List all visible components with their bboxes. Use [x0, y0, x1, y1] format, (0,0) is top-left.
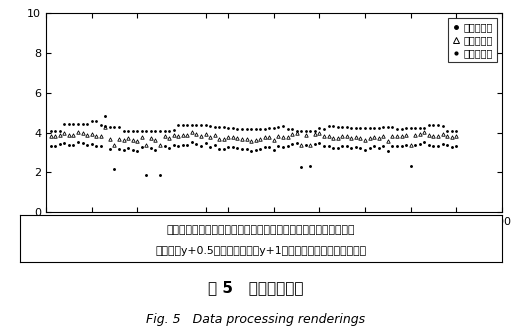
均値滤波后 — [48, 129, 54, 133]
原始边界点 — [107, 147, 113, 151]
均値滤波后 — [107, 125, 113, 129]
原始边界点 — [102, 114, 109, 118]
Line: 阈値处理后: 阈値处理后 — [49, 125, 458, 146]
Legend: 原始边界点, 阈値处理后, 均値滤波后: 原始边界点, 阈値处理后, 均値滤波后 — [448, 18, 497, 62]
阈値处理后 — [339, 134, 345, 138]
原始边界点 — [48, 144, 54, 148]
原始边界点 — [394, 144, 400, 148]
均値滤波后 — [89, 119, 95, 123]
阈値处理后 — [444, 134, 450, 138]
阈値处理后 — [394, 134, 400, 138]
阈値处理后 — [453, 135, 459, 139]
均値滤波后 — [389, 125, 395, 129]
均値滤波后 — [175, 123, 181, 127]
阈値处理后 — [180, 133, 186, 137]
原始边界点 — [444, 144, 450, 148]
原始边界点 — [453, 144, 459, 148]
Text: 处理后给y+0.5，均値滤波后给y+1，这样可直观看清楚处理效果: 处理后给y+0.5，均値滤波后给y+1，这样可直观看清楚处理效果 — [156, 245, 367, 256]
均値滤波后 — [453, 129, 459, 133]
原始边界点 — [339, 144, 345, 148]
原始边界点 — [143, 173, 150, 177]
阈値处理后 — [403, 133, 409, 137]
阈値处理后 — [112, 143, 118, 147]
Text: Fig. 5   Data processing renderings: Fig. 5 Data processing renderings — [146, 313, 366, 326]
原始边界点 — [180, 143, 186, 147]
Text: 图 5   数据处理效果: 图 5 数据处理效果 — [208, 280, 304, 295]
原始边界点 — [403, 143, 409, 147]
阈値处理后 — [102, 125, 109, 129]
阈値处理后 — [107, 138, 113, 142]
Text: 将处理前后数据放在一幅图中显示，为了避免数据点重叠，将阈値: 将处理前后数据放在一幅图中显示，为了避免数据点重叠，将阈値 — [167, 225, 355, 235]
Line: 均値滤波后: 均値滤波后 — [49, 119, 458, 132]
均値滤波后 — [335, 125, 341, 129]
Line: 原始边界点: 原始边界点 — [49, 114, 458, 177]
均値滤波后 — [439, 124, 445, 128]
阈値处理后 — [48, 134, 54, 138]
均値滤波后 — [398, 127, 404, 131]
